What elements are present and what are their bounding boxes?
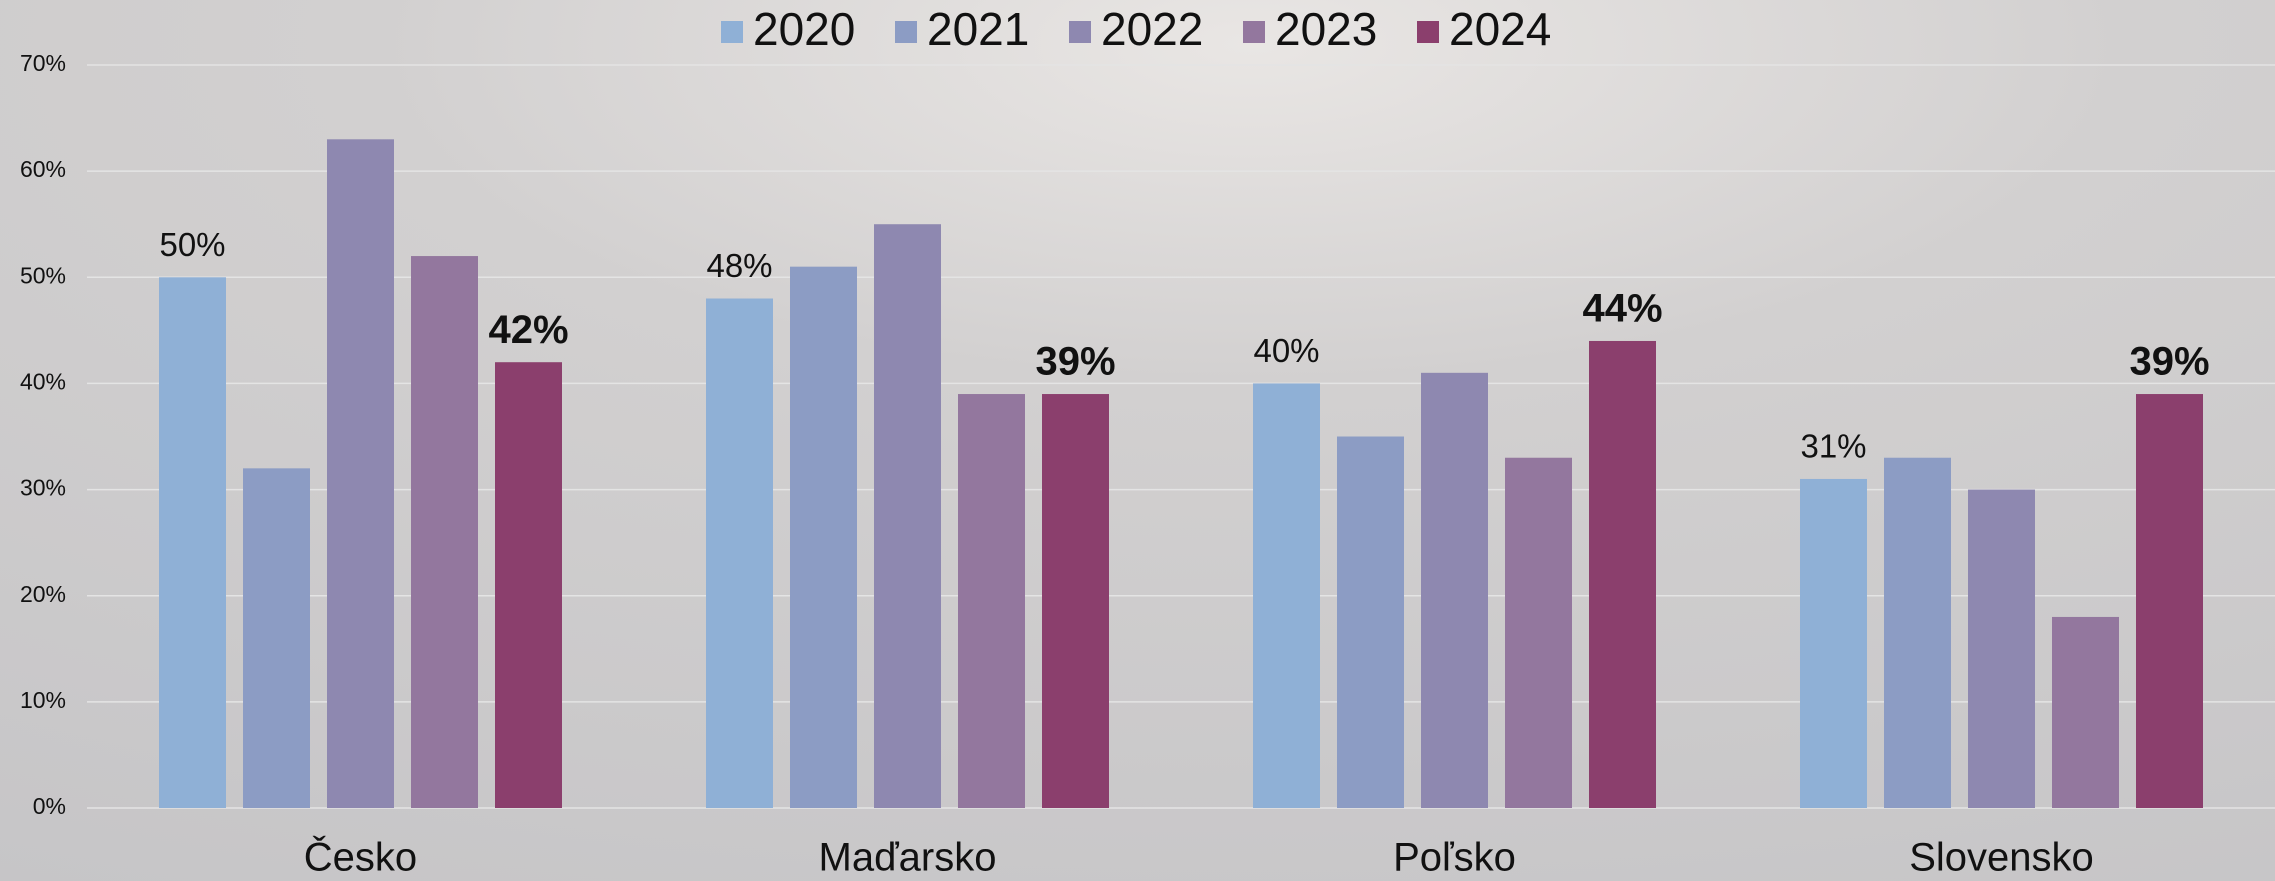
legend-label: 2020 (753, 3, 855, 55)
bar (1800, 478, 1867, 808)
y-tick-label: 50% (20, 262, 66, 288)
bar (1337, 436, 1404, 808)
legend-label: 2021 (927, 3, 1029, 55)
bar (1253, 383, 1320, 808)
bar (958, 394, 1025, 808)
data-label: 50% (159, 226, 225, 263)
bar (1505, 457, 1572, 808)
bar (1042, 394, 1109, 808)
y-tick-label: 70% (20, 50, 66, 76)
y-tick-label: 0% (33, 793, 66, 819)
bar (411, 256, 478, 808)
data-label: 40% (1253, 332, 1319, 369)
y-tick-label: 30% (20, 475, 66, 501)
legend-swatch (1243, 21, 1265, 43)
data-label: 44% (1582, 287, 1662, 331)
bar (1884, 457, 1951, 808)
bar (706, 298, 773, 808)
x-tick-label: Poľsko (1393, 836, 1516, 880)
data-label: 31% (1800, 428, 1866, 465)
data-label: 42% (488, 308, 568, 352)
bar (243, 468, 310, 808)
y-tick-label: 10% (20, 687, 66, 713)
x-tick-label: Maďarsko (819, 836, 997, 880)
x-tick-label: Česko (304, 835, 417, 880)
legend-swatch (895, 21, 917, 43)
bar (159, 277, 226, 808)
legend-label: 2022 (1101, 3, 1203, 55)
bar (2136, 394, 2203, 808)
data-label: 39% (2129, 340, 2209, 384)
bar (874, 224, 941, 808)
y-tick-label: 60% (20, 156, 66, 182)
y-tick-label: 20% (20, 581, 66, 607)
bar (495, 362, 562, 808)
legend-label: 2023 (1275, 3, 1377, 55)
x-tick-label: Slovensko (1909, 836, 2094, 880)
bar (1421, 372, 1488, 808)
bar (1968, 489, 2035, 808)
legend-swatch (1417, 21, 1439, 43)
legend-label: 2024 (1449, 3, 1551, 55)
bar (2052, 616, 2119, 808)
bar (327, 139, 394, 809)
bar (1589, 340, 1656, 808)
legend-swatch (721, 21, 743, 43)
data-label: 48% (706, 247, 772, 284)
y-tick-label: 40% (20, 369, 66, 395)
legend-swatch (1069, 21, 1091, 43)
data-label: 39% (1035, 340, 1115, 384)
bar (790, 266, 857, 809)
